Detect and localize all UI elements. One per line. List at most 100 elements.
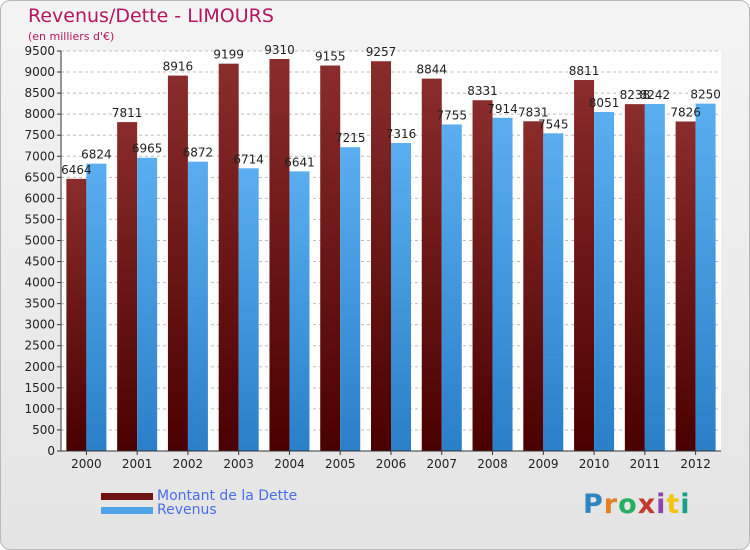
y-tick-label: 1000: [24, 402, 55, 416]
bar-revenue: [492, 117, 513, 452]
chart-title: Revenus/Dette - LIMOURS: [28, 5, 274, 27]
bar-debt: [117, 122, 138, 452]
x-axis: 2000 2001 2002 2003 2004 2005 2006 2007 2008 2009…: [61, 450, 721, 471]
bar-debt: [624, 104, 645, 451]
data-label: 7545: [538, 117, 569, 131]
bar-revenue: [238, 168, 259, 451]
x-tick-label: 2005: [325, 457, 356, 471]
x-tick-label: 2009: [528, 457, 559, 471]
legend-swatch-revenue: [101, 506, 153, 514]
data-label: 6872: [183, 146, 214, 160]
y-tick-label: 8500: [24, 86, 55, 100]
logo-letter: i: [656, 489, 667, 520]
data-label: 8250: [690, 88, 721, 102]
data-label: 6641: [284, 155, 315, 169]
x-tick-label: 2011: [630, 457, 661, 471]
y-tick-label: 9500: [24, 44, 55, 58]
logo-letter: x: [637, 489, 657, 520]
logo-letter: P: [583, 489, 604, 520]
chart-subtitle: (en milliers d'€): [28, 30, 115, 43]
data-label: 7826: [670, 105, 701, 119]
legend-item-debt: Montant de la Dette: [101, 488, 297, 504]
bar-debt: [523, 121, 544, 451]
x-tick-label: 2002: [173, 457, 204, 471]
bars: [66, 59, 716, 452]
data-label: 7831: [518, 105, 549, 119]
y-tick-label: 2000: [24, 360, 55, 374]
bar-debt: [675, 121, 696, 452]
data-label: 8916: [163, 60, 194, 74]
data-label: 7755: [436, 108, 467, 122]
data-label: 7215: [335, 131, 366, 145]
bar-debt: [66, 178, 87, 451]
legend-label-revenue: Revenus: [157, 502, 217, 518]
bar-revenue: [441, 124, 462, 451]
y-tick-label: 5000: [24, 233, 55, 247]
x-tick-label: 2007: [426, 457, 457, 471]
data-label: 8331: [467, 84, 498, 98]
y-tick-label: 500: [32, 423, 55, 437]
legend-swatch-debt: [101, 492, 153, 500]
bar-revenue: [137, 157, 158, 451]
x-tick-label: 2010: [579, 457, 610, 471]
x-tick-label: 2012: [680, 457, 711, 471]
logo-letter: i: [680, 489, 691, 520]
bar-revenue: [86, 163, 107, 451]
data-label: 6824: [81, 148, 112, 162]
logo-letter: o: [618, 489, 638, 520]
y-tick-label: 0: [47, 444, 55, 458]
data-label: 8844: [416, 63, 447, 77]
logo-letter: t: [666, 489, 681, 520]
x-tick-label: 2008: [477, 457, 508, 471]
bar-revenue: [695, 103, 716, 451]
y-axis: 0 500 1000 1500 2000 2500 3000 3500 4000 4500 5000…: [24, 44, 62, 458]
logo-letter: r: [603, 489, 619, 520]
y-tick-label: 6500: [24, 170, 55, 184]
bar-debt: [421, 78, 442, 451]
x-tick-label: 2001: [122, 457, 153, 471]
bar-debt: [574, 80, 595, 451]
data-label: 6965: [132, 142, 163, 156]
bar-revenue: [289, 171, 310, 451]
data-label: 7316: [386, 127, 417, 141]
x-tick-label: 2003: [223, 457, 254, 471]
bar-revenue: [187, 161, 208, 451]
data-label: 7914: [487, 102, 518, 116]
bar-revenue: [594, 112, 615, 451]
data-label: 6714: [233, 152, 264, 166]
y-tick-label: 7500: [24, 128, 55, 142]
data-label: 8238: [620, 88, 651, 102]
bar-debt: [218, 63, 239, 452]
y-tick-label: 4000: [24, 276, 55, 290]
data-label: 8242: [640, 88, 671, 102]
data-label: 8811: [569, 64, 600, 78]
y-tick-label: 2500: [24, 339, 55, 353]
bar-revenue: [543, 133, 564, 451]
bar-debt: [371, 61, 391, 452]
data-label: 9310: [264, 43, 295, 57]
bar-debt: [269, 59, 290, 451]
bar-debt: [472, 100, 493, 451]
bar-debt: [167, 75, 188, 451]
legend-label-debt: Montant de la Dette: [157, 488, 298, 504]
y-tick-label: 3500: [24, 297, 55, 311]
y-tick-label: 3000: [24, 318, 55, 332]
x-tick-label: 2000: [71, 457, 102, 471]
x-tick-label: 2004: [274, 457, 305, 471]
data-label: 9155: [315, 50, 346, 64]
data-label: 9199: [213, 48, 244, 62]
data-label: 8051: [589, 96, 620, 110]
y-tick-label: 9000: [24, 65, 55, 79]
legend-item-revenue: Revenus: [101, 502, 217, 518]
bar-debt: [320, 65, 341, 452]
y-tick-label: 7000: [24, 149, 55, 163]
data-label: 7811: [112, 106, 143, 120]
proxiti-logo: Proxiti: [583, 489, 691, 520]
y-tick-label: 4500: [24, 255, 55, 269]
y-tick-label: 5500: [24, 212, 55, 226]
y-tick-label: 6000: [24, 191, 55, 205]
bar-revenue: [644, 103, 665, 452]
